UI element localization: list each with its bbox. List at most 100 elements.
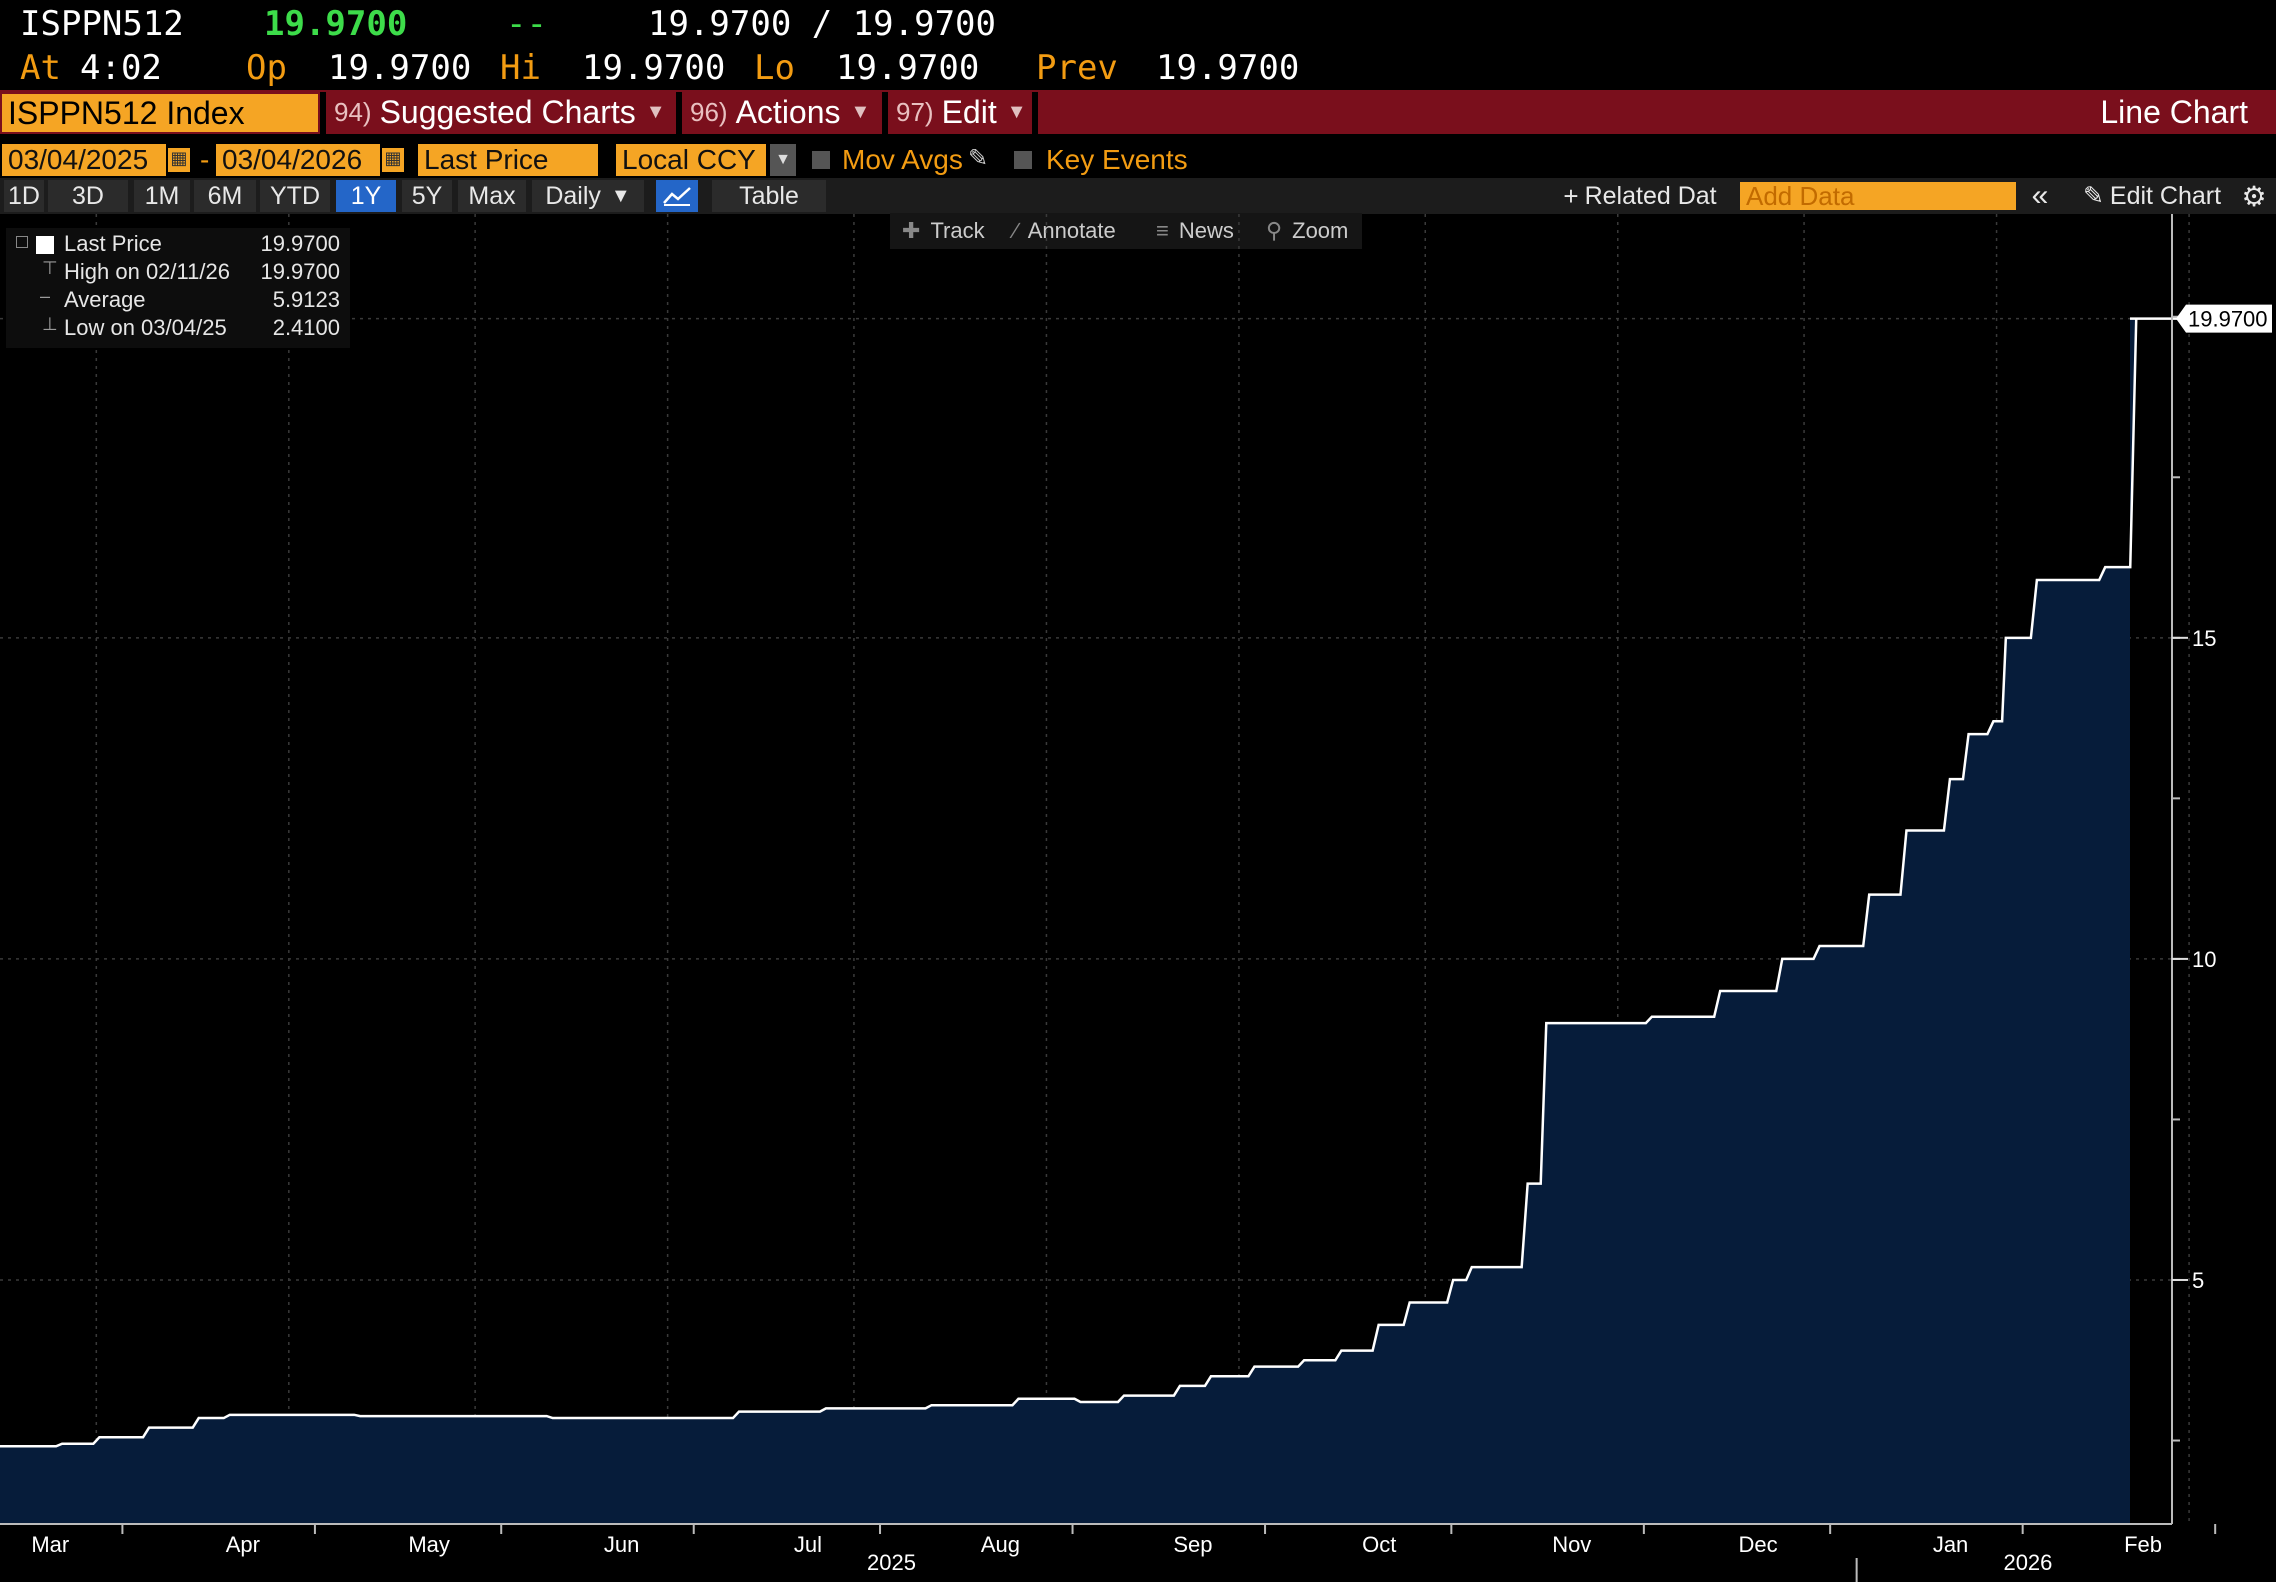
pencil-icon[interactable]: ✎ (968, 145, 989, 172)
news-label: News (1178, 218, 1234, 243)
edit-label: Edit (941, 93, 997, 130)
mov-avgs-label: Mov Avgs (842, 144, 963, 175)
at-label: At (20, 48, 61, 88)
key-events-checkbox[interactable] (1014, 151, 1032, 169)
zoom-label: Zoom (1292, 218, 1349, 243)
last-value-label: 19.9700 (2188, 307, 2268, 332)
x-tick-label: Mar (31, 1532, 69, 1557)
legend-average-label: Average (64, 287, 146, 312)
prev-label: Prev (1036, 48, 1118, 88)
low-value: 19.9700 (836, 48, 980, 88)
price-area (0, 318, 2267, 1524)
high-value: 19.9700 (582, 48, 726, 88)
legend-last-label: Last Price (64, 231, 162, 256)
open-value: 19.9700 (328, 48, 472, 88)
end-date-field[interactable]: 03/04/2026 (216, 144, 380, 176)
start-date-field[interactable]: 03/04/2025 (2, 144, 166, 176)
x-tick-label: Apr (226, 1532, 260, 1557)
x-tick-label: May (408, 1532, 450, 1557)
bid-ask: 19.9700 / 19.9700 (648, 4, 996, 44)
edit-chart-button[interactable]: ✎ Edit Chart (2066, 180, 2238, 212)
quote-stats: At 4:02 Op 19.9700 Hi 19.9700 Lo 19.9700… (0, 44, 2276, 88)
legend-last-value: 19.9700 (260, 231, 340, 256)
gear-icon[interactable]: ⚙ (2236, 180, 2272, 212)
suggested-label: Suggested Charts (379, 93, 636, 130)
news-icon: ≡ (1156, 218, 1169, 243)
menu-divider (1032, 92, 1038, 134)
chart-options: 03/04/2025 ▦ - 03/04/2026 ▦ Last Price L… (0, 142, 2276, 178)
annotate-label: Annotate (1027, 218, 1116, 243)
legend-high-label: High on 02/11/26 (64, 259, 230, 284)
year-label: 2026 (2003, 1550, 2052, 1575)
related-data-button[interactable]: + Related Dat (1552, 180, 1728, 212)
last-value-box (2176, 304, 2272, 333)
y-tick-label: 15 (2192, 626, 2216, 651)
key-events-label: Key Events (1046, 144, 1188, 175)
annotate-tool[interactable]: ∕ Annotate (1014, 213, 1116, 249)
caret-down-icon: ▼ (610, 184, 631, 207)
chart-legend: Last Price 19.9700 ⊤ High on 02/11/26 19… (6, 228, 350, 348)
quote-header: ISPPN512 19.9700 -- 19.9700 / 19.9700 (0, 0, 2276, 44)
caret-down-icon: ▼ (645, 100, 666, 123)
edit-button[interactable]: 97) Edit ▼ (896, 92, 1027, 132)
news-tool[interactable]: ≡ News (1156, 213, 1234, 249)
chevron-down-icon[interactable]: ▼ (770, 144, 796, 176)
chart-type-label: Line Chart (2100, 93, 2248, 130)
x-tick-label: Sep (1173, 1532, 1212, 1557)
zoom-tool[interactable]: ⚲ Zoom (1266, 213, 1348, 249)
high-label: Hi (500, 48, 541, 88)
period-button-max[interactable]: Max (458, 180, 526, 212)
frequency-select[interactable]: Daily ▼ (532, 180, 644, 212)
period-bar: 1D 3D 1M 6M YTD 1Y 5Y Max Daily ▼ Table + Relat… (0, 178, 2276, 214)
high-marker-icon: ⊤ (42, 258, 58, 278)
edit-number: 97) (896, 96, 934, 127)
calendar-icon[interactable]: ▦ (168, 148, 190, 172)
actions-button[interactable]: 96) Actions ▼ (690, 92, 870, 132)
table-button[interactable]: Table (712, 180, 826, 212)
security-field[interactable]: ISPPN512 Index (2, 94, 318, 132)
legend-low-value: 2.4100 (272, 315, 340, 340)
x-tick-label: Oct (1362, 1532, 1396, 1557)
low-marker-icon: ⊥ (42, 314, 58, 334)
mov-avgs-checkbox[interactable] (812, 151, 830, 169)
period-button-1d[interactable]: 1D (4, 180, 44, 212)
suggested-number: 94) (334, 96, 372, 127)
year-label: 2025 (867, 1550, 916, 1575)
period-button-6m[interactable]: 6M (194, 180, 256, 212)
frequency-label: Daily (545, 181, 601, 210)
track-label: Track (930, 218, 985, 243)
legend-low-label: Low on 03/04/25 (64, 315, 227, 340)
calendar-icon[interactable]: ▦ (382, 148, 404, 172)
legend-high-value: 19.9700 (260, 259, 340, 284)
open-label: Op (246, 48, 287, 88)
low-label: Lo (754, 48, 795, 88)
collapse-icon[interactable]: « (2022, 179, 2058, 212)
track-tool[interactable]: ✚ Track (902, 213, 985, 249)
period-button-ytd[interactable]: YTD (260, 180, 330, 212)
x-tick-label: Jun (604, 1532, 639, 1557)
caret-down-icon: ▼ (850, 100, 871, 123)
menu-divider (676, 92, 682, 134)
y-tick-label: 5 (2192, 1268, 2204, 1293)
menu-divider (882, 92, 888, 134)
legend-collapse-icon[interactable] (16, 236, 28, 248)
x-tick-label: Nov (1552, 1532, 1591, 1557)
average-marker-icon: – (40, 286, 51, 306)
menu-bar: ISPPN512 Index 94) Suggested Charts ▼ 96… (0, 90, 2276, 134)
ticker-symbol: ISPPN512 (20, 4, 184, 44)
suggested-charts-button[interactable]: 94) Suggested Charts ▼ (334, 92, 666, 132)
actions-label: Actions (735, 93, 841, 130)
pen-icon: ∕ (1014, 218, 1018, 243)
legend-swatch (36, 236, 54, 254)
period-button-5y[interactable]: 5Y (402, 180, 452, 212)
period-button-1m[interactable]: 1M (134, 180, 190, 212)
crosshair-icon: ✚ (902, 218, 921, 243)
currency-select[interactable]: Local CCY (616, 144, 766, 176)
field-select[interactable]: Last Price (418, 144, 598, 176)
period-button-3d[interactable]: 3D (48, 180, 128, 212)
line-chart-icon[interactable] (656, 180, 698, 212)
period-button-1y[interactable]: 1Y (336, 180, 396, 212)
add-data-input[interactable]: Add Data (1740, 181, 2016, 211)
menu-divider (320, 92, 326, 134)
